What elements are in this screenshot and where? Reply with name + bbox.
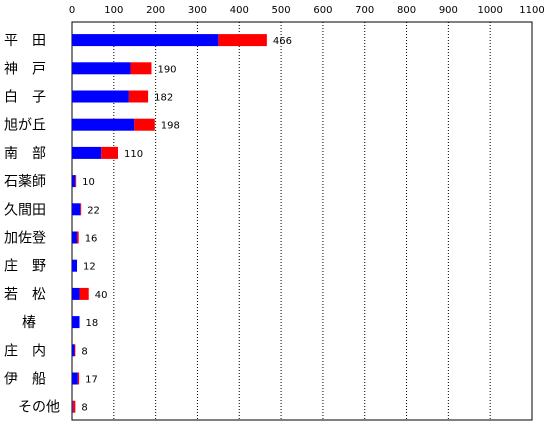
- data-label: 12: [83, 262, 96, 273]
- bar-segment: [72, 400, 76, 413]
- plot-area: [71, 21, 533, 421]
- data-label: 10: [82, 177, 95, 188]
- data-label: 17: [85, 375, 98, 386]
- data-label: 18: [86, 318, 99, 329]
- category-label: 南 部: [4, 146, 46, 162]
- category-label: 石薬師: [4, 174, 46, 190]
- bar-segment: [101, 146, 118, 159]
- bar-segment: [77, 231, 79, 244]
- bar-segment: [72, 259, 78, 272]
- data-label: 8: [81, 403, 87, 414]
- bar-segment: [77, 372, 80, 385]
- x-tick-label: 500: [272, 5, 291, 16]
- data-label: 8: [81, 346, 87, 357]
- bar-segment: [72, 62, 131, 75]
- bar-segment: [72, 90, 129, 103]
- category-label: 旭が丘: [4, 118, 46, 134]
- data-label: 110: [124, 149, 143, 160]
- bar-segment: [134, 118, 155, 131]
- category-label: 加佐登: [4, 231, 46, 247]
- category-label: 庄 野: [4, 258, 46, 275]
- x-tick-label: 100: [104, 5, 123, 16]
- x-tick-label: 600: [313, 5, 332, 16]
- category-label: 平 田: [4, 33, 46, 49]
- category-label: 庄 内: [4, 342, 46, 359]
- x-tick-label: 700: [355, 5, 374, 16]
- bar-segment: [130, 62, 152, 75]
- bar-segment: [72, 372, 78, 385]
- bar-segment: [72, 287, 80, 300]
- bar-segment: [75, 175, 77, 188]
- bar-segment: [72, 203, 81, 216]
- category-label: 伊 船: [4, 372, 46, 388]
- x-tick-label: 800: [397, 5, 416, 16]
- bar-segment: [72, 175, 76, 188]
- category-label: 神 戸: [4, 61, 46, 77]
- data-label: 190: [157, 64, 176, 75]
- x-tick-label: 0: [69, 5, 75, 16]
- x-tick-label: 400: [230, 5, 249, 16]
- category-label: 若 松: [4, 287, 46, 303]
- bar-segment: [74, 344, 76, 357]
- data-label: 40: [95, 290, 108, 301]
- bar-segment: [72, 400, 73, 413]
- bar-segment: [72, 316, 80, 329]
- category-label: 久間田: [4, 202, 46, 218]
- data-label: 198: [161, 121, 180, 132]
- x-tick-label: 300: [188, 5, 207, 16]
- bar-segment: [72, 146, 102, 159]
- data-label: 16: [85, 234, 98, 245]
- bar-segment: [80, 203, 82, 216]
- x-tick-label: 1000: [477, 5, 502, 16]
- category-label: 白 子: [4, 90, 46, 106]
- bar-segment: [72, 118, 135, 131]
- bar-segment: [218, 34, 267, 47]
- bar-segment: [72, 231, 78, 244]
- bar-segment: [72, 34, 219, 47]
- data-label: 22: [87, 205, 100, 216]
- x-tick-label: 900: [439, 5, 458, 16]
- bar-segment: [79, 287, 89, 300]
- category-label: その他: [18, 400, 60, 416]
- data-label: 466: [273, 36, 292, 47]
- bar-segment: [72, 344, 75, 357]
- bar-segment: [128, 90, 149, 103]
- x-tick-label: 1100: [519, 5, 544, 16]
- data-label: 182: [154, 93, 173, 104]
- category-label: 椿: [22, 315, 36, 331]
- x-tick-label: 200: [146, 5, 165, 16]
